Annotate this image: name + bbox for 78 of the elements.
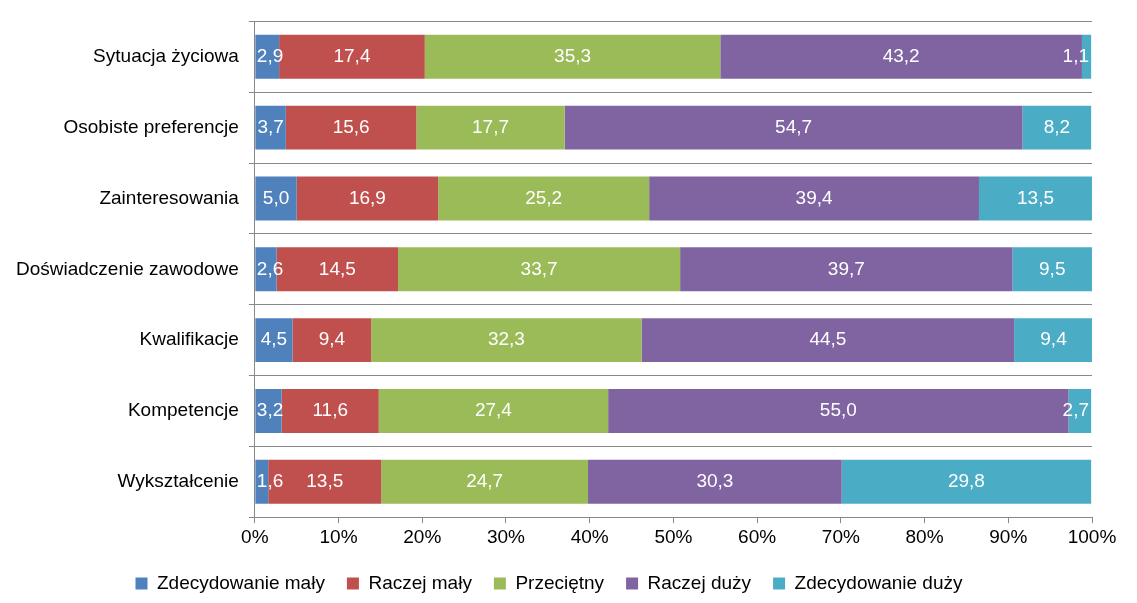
y-tick-label: Doświadczenie zawodowe bbox=[16, 257, 239, 279]
bar bbox=[398, 247, 681, 292]
y-tick-label: Kwalifikacje bbox=[139, 328, 239, 350]
bar bbox=[649, 176, 979, 221]
data-label: 17,7 bbox=[472, 115, 509, 137]
data-label: 39,7 bbox=[827, 257, 865, 279]
data-label: 44,5 bbox=[809, 328, 847, 350]
bar bbox=[1012, 247, 1092, 292]
data-label: 2,7 bbox=[1062, 399, 1089, 421]
bar bbox=[378, 389, 609, 433]
data-label: 13,5 bbox=[1017, 186, 1054, 208]
y-tick-label: Wykształcenie bbox=[117, 470, 239, 492]
y-tick-label: Osobiste preferencje bbox=[63, 115, 239, 137]
bar bbox=[438, 176, 650, 221]
bar bbox=[641, 318, 1015, 363]
legend-label: Przeciętny bbox=[515, 571, 605, 593]
legend-label: Zdecydowanie duży bbox=[794, 571, 963, 593]
legend-label: Zdecydowanie mały bbox=[157, 571, 326, 593]
x-tick-label: 70% bbox=[821, 525, 860, 547]
x-tick-label: 100% bbox=[1067, 525, 1117, 547]
x-tick-label: 10% bbox=[319, 525, 358, 547]
x-tick-label: 20% bbox=[403, 525, 442, 547]
bar bbox=[588, 459, 842, 504]
data-label: 32,3 bbox=[487, 328, 525, 350]
data-label: 54,7 bbox=[775, 115, 813, 137]
bar bbox=[281, 389, 379, 433]
bar bbox=[680, 247, 1013, 292]
bar bbox=[978, 176, 1092, 221]
data-label: 29,8 bbox=[947, 470, 985, 492]
x-tick-label: 40% bbox=[570, 525, 609, 547]
bar bbox=[255, 318, 293, 363]
data-label: 35,3 bbox=[554, 45, 592, 67]
y-tick-label: Sytuacja życiowa bbox=[93, 45, 240, 67]
bar bbox=[564, 105, 1023, 150]
data-label: 25,2 bbox=[525, 186, 563, 208]
data-label: 8,2 bbox=[1043, 115, 1071, 137]
data-label: 3,7 bbox=[257, 115, 284, 137]
bar bbox=[296, 176, 439, 221]
bar bbox=[371, 318, 642, 363]
legend-label: Raczej duży bbox=[647, 571, 752, 593]
x-tick-label: 80% bbox=[905, 525, 944, 547]
bar bbox=[255, 105, 286, 150]
legend-label: Raczej mały bbox=[368, 571, 473, 593]
data-label: 30,3 bbox=[696, 470, 734, 492]
x-tick-label: 60% bbox=[738, 525, 777, 547]
bar bbox=[1014, 318, 1092, 363]
bar bbox=[285, 105, 417, 150]
data-label: 11,6 bbox=[312, 399, 348, 421]
data-label: 39,4 bbox=[795, 186, 833, 208]
x-tick-label: 30% bbox=[486, 525, 526, 547]
x-tick-label: 90% bbox=[989, 525, 1028, 547]
y-tick-label: Kompetencje bbox=[127, 399, 239, 421]
bar bbox=[255, 176, 297, 221]
bar bbox=[292, 318, 372, 363]
data-label: 1,1 bbox=[1062, 45, 1089, 67]
data-label: 5,0 bbox=[262, 186, 290, 208]
data-label: 55,0 bbox=[819, 399, 857, 421]
y-tick-label: Zainteresowania bbox=[99, 186, 240, 208]
data-label: 9,4 bbox=[318, 328, 346, 350]
bar bbox=[424, 34, 721, 79]
data-label: 9,5 bbox=[1039, 257, 1066, 279]
x-tick-label: 50% bbox=[654, 525, 693, 547]
bar bbox=[841, 459, 1092, 504]
data-label: 9,4 bbox=[1040, 328, 1068, 350]
data-label: 14,5 bbox=[318, 257, 356, 279]
bar bbox=[416, 105, 565, 150]
data-label: 17,4 bbox=[333, 45, 371, 67]
data-label: 24,7 bbox=[466, 470, 504, 492]
data-label: 33,7 bbox=[520, 257, 558, 279]
data-label: 13,5 bbox=[306, 470, 344, 492]
data-label: 43,2 bbox=[882, 45, 920, 67]
bar bbox=[1022, 105, 1092, 150]
data-label: 4,5 bbox=[260, 328, 288, 350]
data-label: 27,4 bbox=[474, 399, 513, 421]
bar bbox=[381, 459, 589, 504]
data-label: 16,9 bbox=[348, 186, 386, 208]
x-tick-label: 0% bbox=[241, 525, 269, 547]
data-label: 15,6 bbox=[332, 115, 370, 137]
